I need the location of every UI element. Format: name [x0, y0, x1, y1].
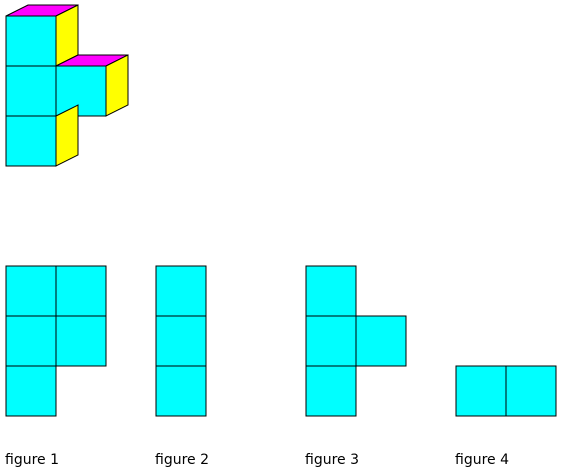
cube-solid [5, 4, 129, 167]
figure-square [155, 365, 207, 417]
view-figures [5, 265, 557, 417]
figure-square [305, 315, 357, 367]
cube-front-face [5, 115, 57, 167]
figure-square [5, 365, 57, 417]
figure-1-caption: figure 1 [5, 452, 59, 468]
figure-1 [5, 265, 107, 417]
figure-3 [305, 265, 407, 417]
figure-square [5, 265, 57, 317]
figure-square [155, 315, 207, 367]
figure-square [455, 365, 507, 417]
cube-side-face [55, 104, 79, 167]
cube-front-face [5, 65, 57, 117]
figure-square [155, 265, 207, 317]
figure-3-caption: figure 3 [305, 452, 359, 468]
figure-square [355, 315, 407, 367]
figure-square [55, 265, 107, 317]
figure-square [505, 365, 557, 417]
figure-2 [155, 265, 207, 417]
cube-front-face [5, 15, 57, 67]
figure-4-caption: figure 4 [455, 452, 509, 468]
figure-2-caption: figure 2 [155, 452, 209, 468]
figure-square [5, 315, 57, 367]
figure-square [305, 265, 357, 317]
cube-front-face [55, 65, 107, 117]
figure-square [305, 365, 357, 417]
cube-side-face [105, 54, 129, 117]
figure-square [55, 315, 107, 367]
figure-4 [455, 365, 557, 417]
